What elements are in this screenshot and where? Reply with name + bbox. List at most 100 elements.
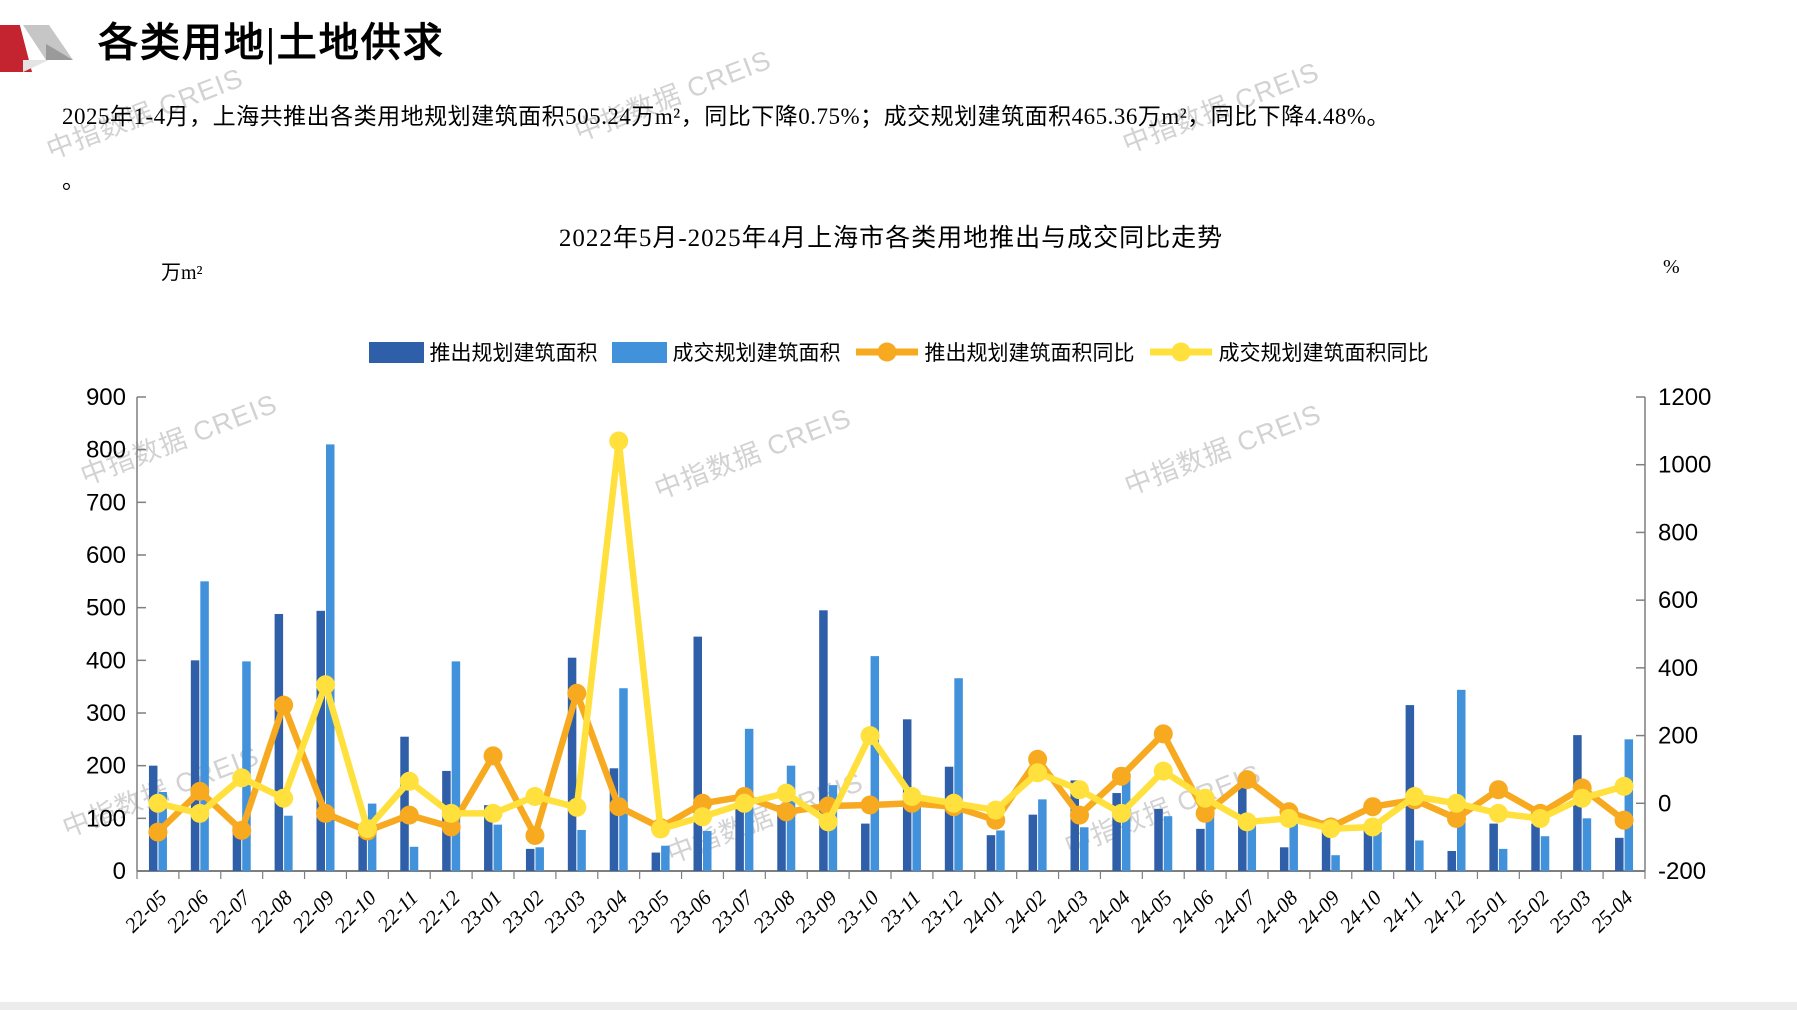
x-axis-tick-label: 23-04 <box>581 885 633 937</box>
line-point <box>525 826 545 845</box>
x-axis-tick-label: 23-03 <box>539 886 591 938</box>
bar <box>870 656 880 871</box>
x-axis-tick-label: 22-07 <box>204 885 257 938</box>
bar <box>326 444 335 871</box>
line-point <box>1530 809 1550 828</box>
right-axis-tick-label: -200 <box>1658 858 1706 885</box>
bar <box>284 815 293 871</box>
bar <box>1331 855 1340 871</box>
footer-bar <box>0 1002 1797 1010</box>
line-point <box>986 800 1006 820</box>
bar <box>409 846 419 871</box>
line-point <box>525 787 545 806</box>
line-point <box>651 819 671 839</box>
line-point <box>274 788 294 808</box>
bar <box>996 830 1005 871</box>
x-axis-tick-label: 24-08 <box>1251 885 1303 937</box>
line-point <box>1363 817 1383 837</box>
line-point <box>1279 809 1299 828</box>
legend-item-line-2: 推出规划建筑面积同比 <box>855 337 1135 367</box>
line-point <box>190 781 210 801</box>
left-axis-tick-label: 400 <box>86 647 126 674</box>
bar <box>200 581 209 871</box>
bar <box>451 661 461 871</box>
x-axis-tick-label: 24-03 <box>1041 886 1093 938</box>
line-point <box>399 805 419 825</box>
right-axis-tick-label: 600 <box>1658 587 1698 614</box>
page-title: 各类用地|土地供求 <box>98 20 445 65</box>
bar <box>693 636 702 871</box>
bar <box>484 805 493 871</box>
left-axis-tick-label: 0 <box>113 858 126 885</box>
line-point <box>1447 809 1466 828</box>
bar <box>1531 823 1540 871</box>
left-axis-tick-label: 800 <box>86 437 126 464</box>
bar <box>1112 793 1121 871</box>
legend-label: 推出规划建筑面积同比 <box>924 341 1135 365</box>
line-point <box>567 683 587 703</box>
bar <box>777 805 786 871</box>
bar <box>1489 823 1498 871</box>
line-point <box>860 795 880 815</box>
line-transaction-yoy <box>148 431 1634 839</box>
line-point <box>1153 724 1173 744</box>
x-axis-tick-label: 22-11 <box>372 886 423 937</box>
right-axis-unit: % <box>1663 256 1680 278</box>
line-point <box>148 822 168 842</box>
line-point <box>944 793 964 813</box>
line-point <box>1237 812 1257 832</box>
x-axis-tick-label: 25-02 <box>1502 885 1554 937</box>
chart-legend: 推出规划建筑面积 成交规划建筑面积 推出规划建筑面积同比 成交规划建筑面积同比 <box>0 337 1797 367</box>
legend-bar-swatch-icon <box>368 341 424 363</box>
bar <box>735 807 744 871</box>
line-point <box>190 803 210 823</box>
x-axis-tick-label: 24-02 <box>1000 885 1052 937</box>
line-point <box>1153 761 1173 781</box>
line-point <box>1447 793 1466 813</box>
line-point <box>483 803 503 823</box>
right-axis-tick-label: 1200 <box>1658 384 1711 411</box>
line-point <box>1195 803 1215 823</box>
bar <box>242 661 251 871</box>
bar <box>1196 828 1205 871</box>
x-axis-tick-label: 22-12 <box>413 885 465 937</box>
line-point <box>1070 805 1089 825</box>
line-point <box>609 431 629 451</box>
line-point <box>567 797 587 817</box>
bar <box>954 678 963 871</box>
line-point <box>776 783 796 803</box>
line-point <box>148 793 168 813</box>
line-point <box>860 726 880 746</box>
line-point <box>776 802 796 822</box>
line-point <box>1111 803 1131 823</box>
bar <box>316 610 325 871</box>
line-point <box>1028 749 1048 769</box>
bar <box>525 848 535 871</box>
line-point <box>1488 803 1508 823</box>
bar <box>609 768 619 871</box>
x-axis-tick-label: 23-05 <box>623 886 675 938</box>
x-axis-tick-label: 24-05 <box>1125 886 1177 938</box>
bar <box>1070 780 1079 871</box>
x-axis-tick-label: 22-05 <box>120 886 172 938</box>
bar <box>535 847 544 871</box>
x-axis-tick-label: 23-06 <box>664 885 716 937</box>
summary-text-line2: 。 <box>62 168 85 193</box>
line-point <box>1070 780 1089 800</box>
x-axis-tick-label: 24-04 <box>1083 885 1135 937</box>
bar <box>703 830 712 871</box>
bar <box>1415 840 1424 871</box>
bar <box>1321 820 1331 871</box>
left-axis-tick-label: 600 <box>86 542 126 569</box>
line-point <box>902 787 922 806</box>
bar <box>1405 705 1415 871</box>
legend-line-marker-icon <box>1149 342 1212 362</box>
bar <box>148 765 158 871</box>
line-point <box>441 817 461 837</box>
x-axis-tick-label: 23-12 <box>916 885 968 937</box>
right-axis-tick-label: 400 <box>1658 655 1698 682</box>
legend-bar-swatch-icon <box>611 341 667 363</box>
bar <box>232 826 242 871</box>
